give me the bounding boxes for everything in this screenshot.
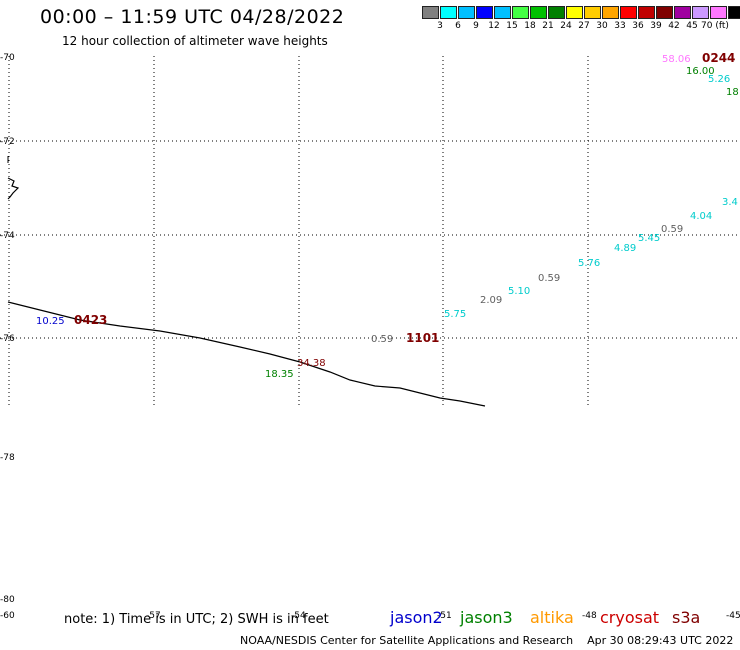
color-swatch xyxy=(674,6,691,19)
wave-height-value: 0.59 xyxy=(371,334,393,345)
color-legend-label: 27 xyxy=(578,21,590,31)
color-swatch xyxy=(548,6,565,19)
wave-height-value: 16.00 xyxy=(686,66,715,77)
color-legend-label: 9 xyxy=(473,21,479,31)
lat-label: -72 xyxy=(0,137,15,147)
pass-time: 0423 xyxy=(74,313,107,327)
satellite-jason2: jason2 xyxy=(390,608,443,627)
lat-label: -76 xyxy=(0,334,15,344)
color-legend-label: 3 xyxy=(437,21,443,31)
color-swatch xyxy=(512,6,529,19)
wave-height-value: 5.10 xyxy=(508,286,530,297)
color-legend-label: 12 xyxy=(488,21,500,31)
color-swatch xyxy=(692,6,709,19)
wave-height-value: 3.4 xyxy=(722,197,738,208)
credit-line: NOAA/NESDIS Center for Satellite Applica… xyxy=(240,634,734,647)
color-legend xyxy=(422,6,740,19)
color-legend-label: 42 xyxy=(668,21,680,31)
wave-height-value: 10.25 xyxy=(36,316,65,327)
wave-height-value: 0.59 xyxy=(538,273,560,284)
longitude-labels: -60 -57 -54 -51 -48 -45 xyxy=(0,611,740,621)
page-subtitle: 12 hour collection of altimeter wave hei… xyxy=(62,34,328,48)
pass-time: 0244 xyxy=(702,51,735,65)
wave-height-value: 5.45 xyxy=(638,233,660,244)
longitude-gridlines xyxy=(153,56,589,405)
wave-height-value: 0.59 xyxy=(661,224,683,235)
color-legend-label: 30 xyxy=(596,21,608,31)
satellite-jason3: jason3 xyxy=(460,608,513,627)
color-legend-labels: 3 6 9 12 15 18 21 24 27 30 33 36 39 42 45 70 (ft) xyxy=(422,21,740,35)
lon-label: -45 xyxy=(726,611,740,621)
lat-label: -80 xyxy=(0,595,15,605)
lon-label: -57 xyxy=(146,611,161,621)
lat-label: -70 xyxy=(0,53,15,63)
wave-height-value: 5.75 xyxy=(444,309,466,320)
lon-label: -60 xyxy=(0,611,15,621)
wave-height-value: 18 xyxy=(726,87,739,98)
color-swatch xyxy=(584,6,601,19)
satellite-altika: altika xyxy=(530,608,574,627)
color-legend-label: 36 xyxy=(632,21,644,31)
color-swatch xyxy=(530,6,547,19)
color-swatch xyxy=(602,6,619,19)
wave-height-labels: 58.06 16.00 5.26 18 3.4 4.04 0.59 5.45 4… xyxy=(36,54,739,380)
color-swatch xyxy=(656,6,673,19)
color-swatch xyxy=(710,6,727,19)
wave-height-value: 34.38 xyxy=(297,358,326,369)
satellite-s3a: s3a xyxy=(672,608,701,627)
color-legend-label: 18 xyxy=(524,21,536,31)
wave-height-value: 4.89 xyxy=(614,243,636,254)
lon-label: -54 xyxy=(291,611,306,621)
pass-time-labels: 0244 0423 1101 xyxy=(74,51,735,345)
wave-height-value: 2.09 xyxy=(480,295,502,306)
color-swatch xyxy=(458,6,475,19)
satellite-cryosat: cryosat xyxy=(600,608,660,627)
color-swatch xyxy=(494,6,511,19)
color-legend-label: 21 xyxy=(542,21,554,31)
wave-height-value: 5.76 xyxy=(578,258,600,269)
color-swatch xyxy=(476,6,493,19)
wave-height-value: 4.04 xyxy=(690,211,712,222)
wave-height-value: 5.26 xyxy=(708,74,730,85)
color-swatch xyxy=(638,6,655,19)
color-swatch xyxy=(422,6,439,19)
color-swatch xyxy=(566,6,583,19)
color-swatch xyxy=(440,6,457,19)
wave-height-value: 58.06 xyxy=(662,54,691,65)
ice-shelf-edge xyxy=(7,301,486,407)
color-legend-label: 39 xyxy=(650,21,662,31)
coast-island xyxy=(7,177,20,200)
latitude-gridlines xyxy=(0,140,740,339)
color-legend-label: 33 xyxy=(614,21,626,31)
lat-label: -78 xyxy=(0,453,15,463)
latitude-labels: -70 -72 -74 -76 -78 -80 xyxy=(0,53,15,605)
color-swatch xyxy=(728,6,740,19)
color-legend-label: 6 xyxy=(455,21,461,31)
color-legend-label: 70 (ft) xyxy=(701,21,729,31)
footer-note: note: 1) Time is in UTC; 2) SWH is in fe… xyxy=(64,612,329,627)
color-legend-label: 45 xyxy=(686,21,698,31)
color-legend-label: 24 xyxy=(560,21,572,31)
pass-time: 1101 xyxy=(406,331,439,345)
color-swatch xyxy=(620,6,637,19)
lon-label: -48 xyxy=(582,611,597,621)
lon-label: -51 xyxy=(437,611,452,621)
color-legend-label: 15 xyxy=(506,21,518,31)
lat-label: -74 xyxy=(0,231,15,241)
page-title: 00:00 – 11:59 UTC 04/28/2022 xyxy=(40,6,345,28)
wave-height-value: 18.35 xyxy=(265,369,294,380)
